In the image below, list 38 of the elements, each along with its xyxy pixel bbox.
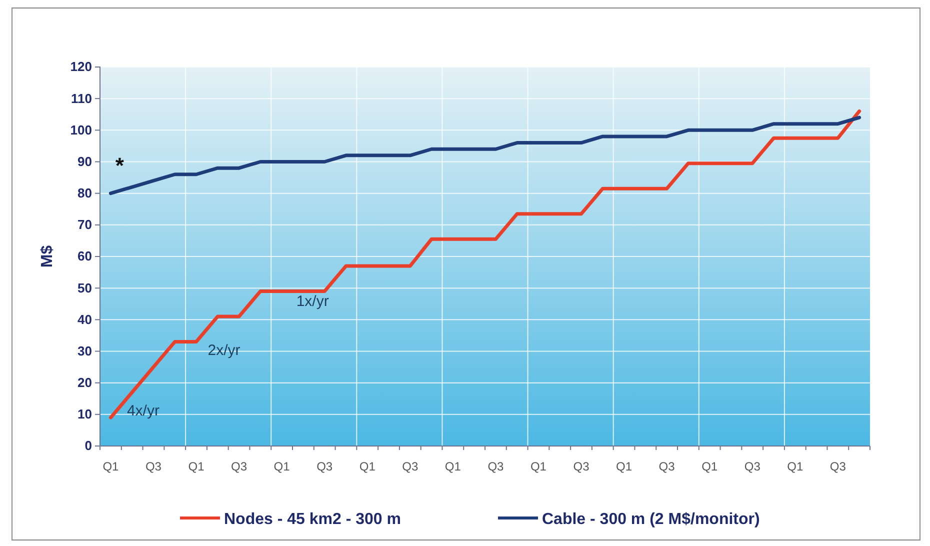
x-tick-label: Q3	[830, 460, 846, 474]
x-tick-label: Q1	[787, 460, 804, 474]
x-tick-label: Q3	[402, 460, 418, 474]
x-tick-label: Q3	[316, 460, 333, 474]
x-tick-label: Q3	[231, 460, 248, 474]
y-tick-label: 10	[78, 406, 92, 422]
line-series	[108, 116, 862, 196]
x-tick-label: Q1	[444, 460, 462, 474]
x-tick-label: Q3	[488, 460, 504, 474]
x-tick-label: Q1	[102, 460, 120, 474]
y-tick-label: 20	[78, 374, 92, 390]
x-tick-label: Q1	[359, 460, 376, 474]
y-tick-label: 60	[78, 248, 92, 264]
annotation: 1x/yr	[296, 292, 329, 310]
x-tick-label: Q3	[658, 460, 676, 474]
x-tick-label: Q1	[188, 460, 205, 474]
x-tick-label: Q1	[616, 460, 632, 474]
x-tick-label: Q3	[573, 460, 590, 474]
annotation: *	[115, 153, 124, 178]
legend-label: Nodes - 45 km2 - 300 m	[224, 511, 401, 528]
x-tick-label: Q3	[744, 460, 761, 474]
line-series	[108, 109, 862, 420]
y-tick-label: 40	[78, 312, 92, 327]
x-tick-label: Q1	[274, 460, 290, 474]
y-tick-label: 100	[70, 122, 92, 138]
y-axis-title: M$	[39, 245, 56, 268]
x-tick-label: Q3	[145, 460, 162, 474]
y-tick-label: 30	[78, 343, 92, 358]
x-tick-label: Q1	[530, 460, 547, 474]
y-tick-label: 90	[78, 154, 92, 169]
x-tick-label: Q1	[702, 460, 718, 474]
y-tick-label: 80	[78, 185, 92, 200]
y-tick-label: 50	[78, 280, 92, 296]
y-tick-label: 120	[70, 59, 92, 74]
y-tick-label: 70	[78, 217, 92, 232]
legend-label: Cable - 300 m (2 M$/monitor)	[542, 511, 760, 528]
y-tick-label: 110	[71, 90, 92, 106]
y-tick-label: 0	[84, 438, 92, 454]
